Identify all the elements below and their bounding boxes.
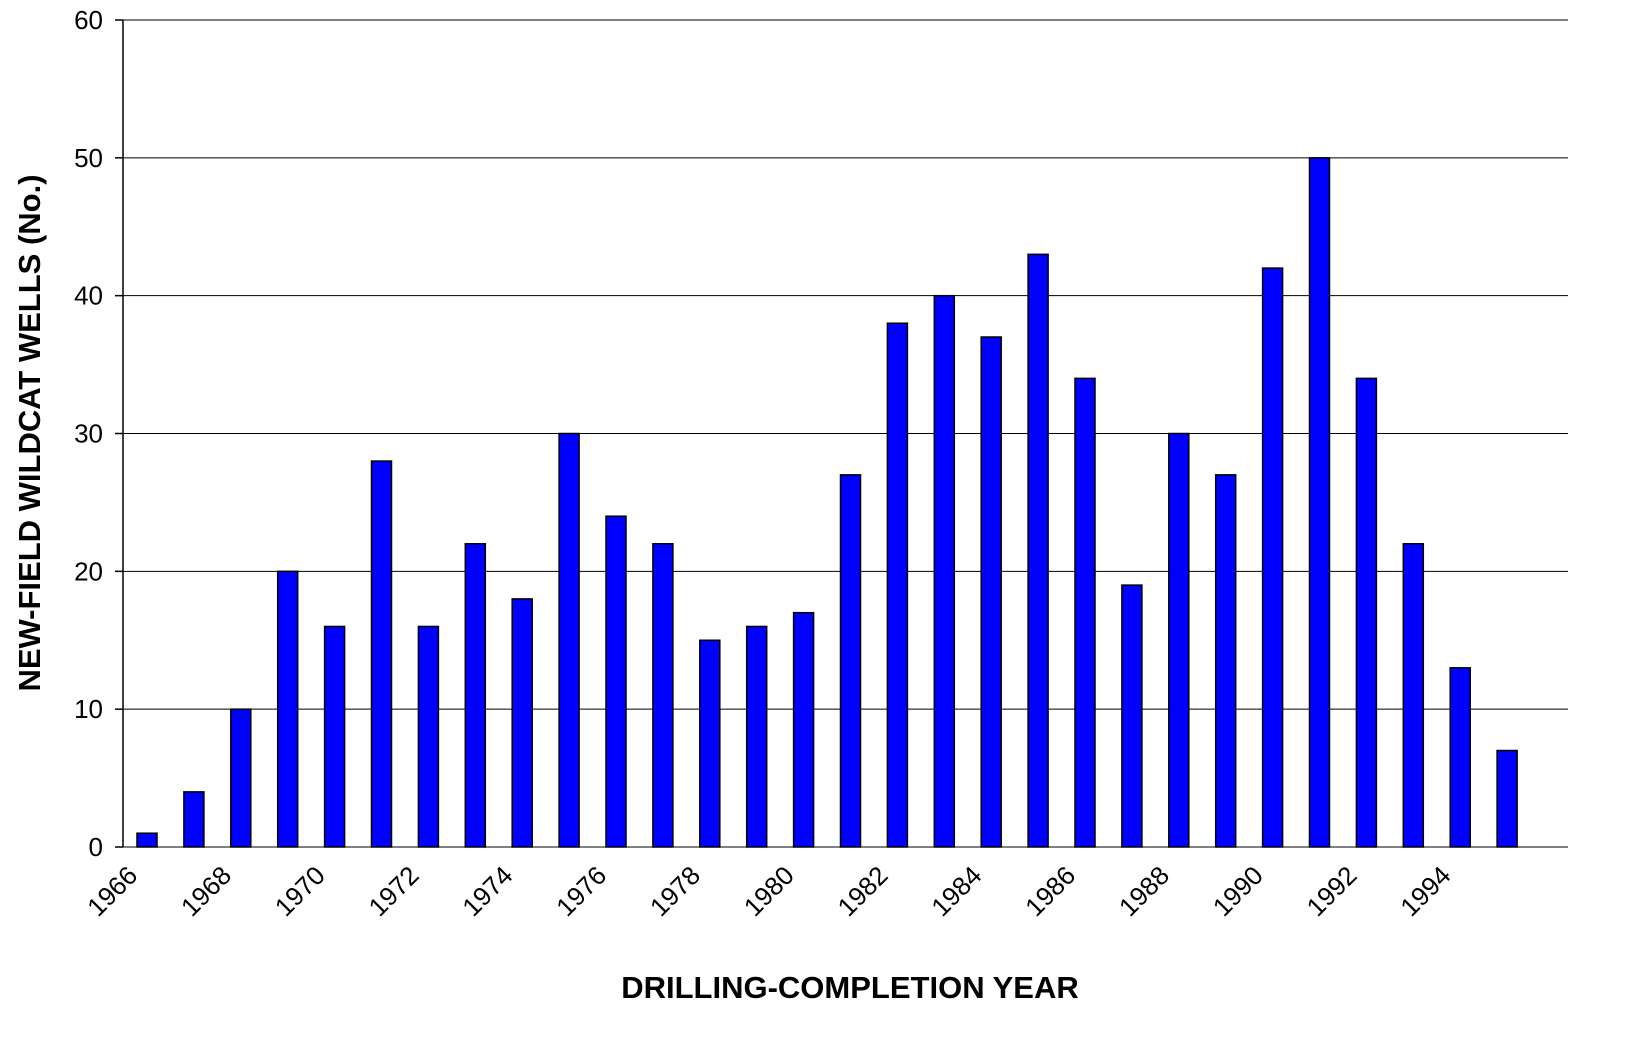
bar bbox=[1027, 253, 1049, 848]
bar bbox=[1214, 474, 1237, 848]
y-tick-label: 60 bbox=[74, 5, 103, 35]
x-tick-label: 1966 bbox=[81, 860, 143, 922]
bar bbox=[1449, 667, 1471, 848]
x-tick-label: 1972 bbox=[363, 860, 425, 922]
bar bbox=[980, 336, 1002, 848]
bar bbox=[1168, 432, 1190, 848]
bar bbox=[323, 625, 346, 848]
bar bbox=[745, 625, 768, 848]
bar bbox=[370, 460, 393, 848]
x-tick-label: 1984 bbox=[925, 860, 987, 922]
bar bbox=[1355, 377, 1378, 848]
bar bbox=[886, 322, 909, 848]
y-tick-label: 30 bbox=[74, 419, 103, 449]
bar bbox=[1308, 157, 1331, 848]
bar bbox=[1074, 377, 1096, 848]
bar bbox=[792, 611, 815, 848]
y-tick-label: 0 bbox=[89, 832, 103, 862]
bar bbox=[464, 543, 487, 848]
bar bbox=[1121, 584, 1143, 848]
y-axis-title: NEW-FIELD WILDCAT WELLS (No.) bbox=[12, 174, 47, 691]
bar bbox=[839, 474, 862, 848]
x-tick-label: 1980 bbox=[738, 860, 800, 922]
bar bbox=[652, 543, 674, 848]
x-tick-label: 1988 bbox=[1113, 860, 1175, 922]
x-tick-label: 1990 bbox=[1207, 860, 1269, 922]
bar bbox=[511, 598, 533, 848]
bar bbox=[605, 515, 627, 848]
x-tick-label: 1974 bbox=[456, 860, 518, 922]
y-tick-label: 50 bbox=[74, 143, 103, 173]
y-tick-label: 20 bbox=[74, 556, 103, 586]
bar bbox=[1496, 749, 1518, 848]
y-tick-label: 40 bbox=[74, 281, 103, 311]
bar bbox=[699, 639, 721, 848]
x-tick-label: 1992 bbox=[1301, 860, 1363, 922]
y-tick-label: 10 bbox=[74, 694, 103, 724]
bar bbox=[183, 791, 205, 848]
bar bbox=[276, 570, 299, 848]
bar bbox=[136, 832, 158, 848]
bar bbox=[1402, 543, 1425, 848]
x-tick-label: 1976 bbox=[550, 860, 612, 922]
bar bbox=[933, 294, 956, 848]
x-tick-label: 1994 bbox=[1394, 860, 1456, 922]
x-tick-label: 1978 bbox=[644, 860, 706, 922]
x-tick-label: 1970 bbox=[269, 860, 331, 922]
x-tick-label: 1968 bbox=[175, 860, 237, 922]
bar bbox=[1261, 267, 1284, 848]
x-tick-label: 1986 bbox=[1019, 860, 1081, 922]
bar bbox=[230, 708, 252, 848]
bar bbox=[558, 432, 580, 848]
bar bbox=[417, 625, 440, 848]
x-tick-label: 1982 bbox=[832, 860, 894, 922]
x-axis-title: DRILLING-COMPLETION YEAR bbox=[621, 970, 1079, 1005]
